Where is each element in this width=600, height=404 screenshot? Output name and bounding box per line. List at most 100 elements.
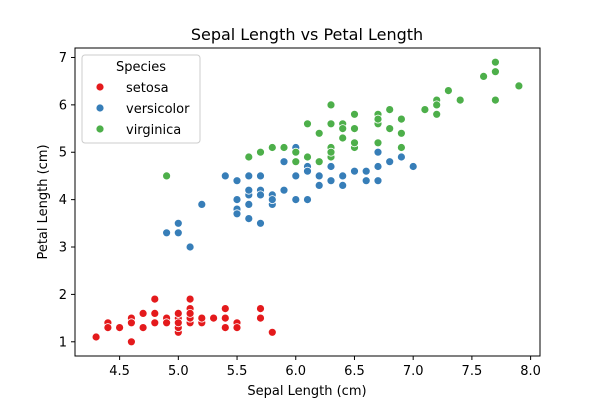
legend-marker-setosa xyxy=(95,82,105,92)
x-axis-label: Sepal Length (cm) xyxy=(247,384,366,399)
data-point-setosa-44 xyxy=(185,294,195,304)
data-point-versicolor-40 xyxy=(232,176,242,186)
data-point-virginica-12 xyxy=(385,124,395,134)
data-point-versicolor-8 xyxy=(361,166,371,176)
x-tick-label: 6.5 xyxy=(344,364,365,379)
data-point-virginica-2 xyxy=(420,105,430,114)
data-point-versicolor-4 xyxy=(350,166,359,176)
data-point-setosa-24 xyxy=(150,294,160,304)
data-point-virginica-37 xyxy=(338,124,348,134)
y-tick-label: 3 xyxy=(59,241,67,256)
data-point-virginica-38 xyxy=(291,157,301,167)
data-point-versicolor-1 xyxy=(338,171,348,181)
legend-label-setosa: setosa xyxy=(126,81,169,96)
points-layer xyxy=(91,57,524,347)
data-point-virginica-0 xyxy=(326,100,336,110)
data-point-virginica-13 xyxy=(256,147,265,157)
data-point-versicolor-11 xyxy=(279,185,289,195)
data-point-virginica-41 xyxy=(396,143,406,152)
data-point-virginica-26 xyxy=(314,157,324,167)
legend-label-versicolor: versicolor xyxy=(126,102,190,117)
data-point-setosa-18 xyxy=(256,304,265,314)
data-point-setosa-32 xyxy=(197,313,207,323)
data-point-setosa-31 xyxy=(220,313,230,323)
data-point-versicolor-14 xyxy=(244,214,254,224)
data-point-setosa-46 xyxy=(185,308,195,318)
data-point-setosa-29 xyxy=(138,308,148,318)
data-point-virginica-42 xyxy=(267,143,277,152)
data-point-virginica-19 xyxy=(291,147,301,157)
data-point-versicolor-25 xyxy=(361,176,371,186)
x-tick-label: 6.0 xyxy=(285,364,306,379)
y-tick-label: 7 xyxy=(59,51,67,66)
data-point-setosa-37 xyxy=(162,318,172,328)
data-point-virginica-5 xyxy=(479,72,489,81)
data-point-setosa-13 xyxy=(91,332,101,342)
data-point-versicolor-12 xyxy=(291,195,301,205)
data-point-setosa-30 xyxy=(150,308,160,318)
data-point-virginica-16 xyxy=(350,124,359,134)
data-point-setosa-41 xyxy=(115,323,124,333)
data-point-versicolor-0 xyxy=(408,162,418,171)
x-tick-label: 7.5 xyxy=(462,364,483,379)
data-point-versicolor-31 xyxy=(232,209,242,219)
data-point-virginica-27 xyxy=(303,152,312,162)
x-tick-label: 7.0 xyxy=(403,364,424,379)
legend-items: setosa versicolor virginica xyxy=(95,81,190,138)
data-point-versicolor-36 xyxy=(373,162,383,171)
legend-marker-virginica xyxy=(95,124,105,134)
data-point-versicolor-41 xyxy=(303,166,312,176)
data-point-versicolor-37 xyxy=(326,176,336,186)
data-point-versicolor-10 xyxy=(173,218,183,228)
data-point-versicolor-2 xyxy=(396,152,406,162)
data-point-virginica-31 xyxy=(514,81,524,91)
data-point-virginica-44 xyxy=(373,114,383,124)
data-point-virginica-34 xyxy=(303,119,312,129)
data-point-virginica-4 xyxy=(350,109,359,119)
data-point-setosa-49 xyxy=(173,318,183,328)
data-point-setosa-43 xyxy=(173,308,183,318)
data-point-setosa-2 xyxy=(138,323,148,333)
data-point-versicolor-43 xyxy=(173,228,183,238)
y-tick-label: 2 xyxy=(59,288,67,303)
data-point-versicolor-29 xyxy=(256,218,265,228)
y-tick-label: 1 xyxy=(59,335,67,350)
data-point-setosa-42 xyxy=(103,323,113,333)
data-point-setosa-14 xyxy=(267,327,277,337)
data-point-virginica-39 xyxy=(396,128,406,138)
data-point-versicolor-19 xyxy=(244,199,254,209)
data-point-versicolor-44 xyxy=(244,185,254,195)
data-point-setosa-20 xyxy=(220,304,230,314)
data-point-virginica-47 xyxy=(350,138,359,148)
legend-box xyxy=(81,54,201,144)
data-point-virginica-6 xyxy=(162,171,172,181)
data-point-setosa-16 xyxy=(220,323,230,333)
x-tick-label: 8.0 xyxy=(520,364,541,379)
data-point-versicolor-9 xyxy=(197,199,207,209)
data-point-versicolor-27 xyxy=(373,147,383,157)
data-point-versicolor-20 xyxy=(279,157,289,167)
legend: Species setosa versicolor virginica xyxy=(81,54,201,144)
data-point-versicolor-18 xyxy=(314,171,324,181)
data-point-virginica-49 xyxy=(279,143,289,152)
data-point-virginica-35 xyxy=(490,95,500,105)
data-point-virginica-29 xyxy=(432,109,442,119)
x-tick-label: 4.5 xyxy=(109,364,130,379)
y-tick-label: 4 xyxy=(59,193,67,208)
data-point-virginica-15 xyxy=(338,133,348,143)
data-point-versicolor-6 xyxy=(326,162,336,171)
data-point-virginica-36 xyxy=(326,119,336,129)
data-point-versicolor-21 xyxy=(303,195,312,205)
data-point-versicolor-39 xyxy=(232,195,242,205)
data-point-virginica-7 xyxy=(443,86,453,95)
data-point-virginica-30 xyxy=(455,95,465,105)
data-point-setosa-45 xyxy=(150,318,160,328)
data-point-setosa-48 xyxy=(209,313,219,323)
data-point-virginica-22 xyxy=(490,67,500,77)
data-point-versicolor-15 xyxy=(373,176,383,186)
data-point-virginica-45 xyxy=(373,138,383,148)
legend-marker-versicolor xyxy=(95,103,105,113)
y-tick-label: 6 xyxy=(59,98,67,113)
chart-title: Sepal Length vs Petal Length xyxy=(191,25,423,44)
